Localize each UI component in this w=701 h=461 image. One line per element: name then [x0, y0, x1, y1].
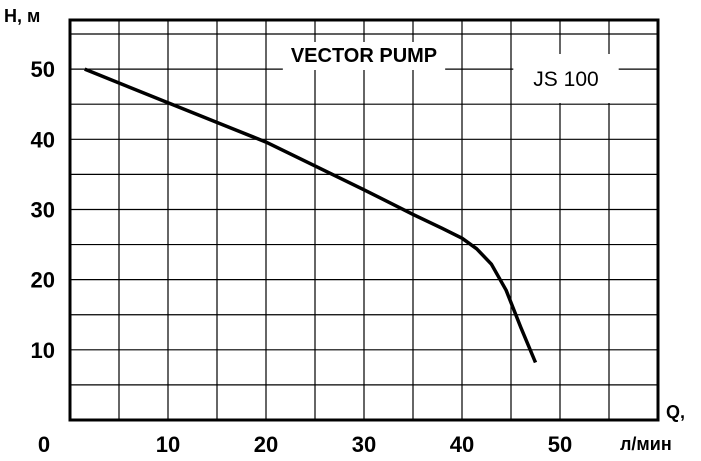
series-group [84, 67, 538, 364]
y-tick-label: 20 [31, 268, 55, 293]
y-tick-label: 40 [31, 127, 55, 152]
x-axis-label: Q, [666, 402, 685, 422]
y-axis-label: H, м [4, 6, 40, 26]
x-origin-label: 0 [38, 432, 50, 457]
performance-curve [84, 67, 538, 364]
y-tick-label: 10 [31, 338, 55, 363]
x-tick-label: 10 [156, 432, 180, 457]
model-label: JS 100 [533, 68, 598, 91]
plot-frame [68, 18, 660, 422]
chart-title: VECTOR PUMP [291, 45, 437, 67]
y-tick-label: 30 [31, 197, 55, 222]
title-background [282, 42, 446, 70]
x-tick-labels: 10 20 30 40 50 [156, 432, 572, 457]
x-tick-label: 20 [254, 432, 278, 457]
y-tick-labels: 10 20 30 40 50 [31, 57, 55, 363]
y-tick-label: 50 [31, 57, 55, 82]
x-tick-label: 40 [450, 432, 474, 457]
model-label-background [513, 54, 619, 103]
x-tick-label: 30 [352, 432, 376, 457]
x-tick-label: 50 [548, 432, 572, 457]
x-axis-unit: л/мин [620, 434, 672, 454]
